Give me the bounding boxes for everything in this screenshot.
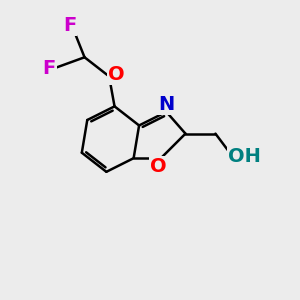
Text: O: O xyxy=(108,65,125,85)
Text: O: O xyxy=(150,157,167,176)
Text: F: F xyxy=(43,59,56,78)
Text: N: N xyxy=(158,95,175,114)
Text: F: F xyxy=(63,16,76,35)
Text: OH: OH xyxy=(228,147,260,166)
